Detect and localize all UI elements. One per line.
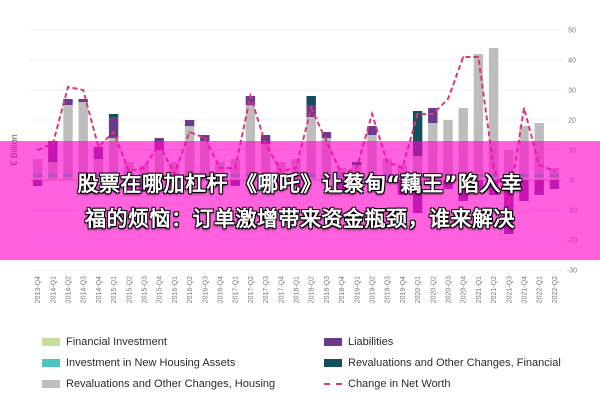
bar-liabilities — [108, 117, 119, 138]
net-worth-point — [82, 89, 85, 91]
x-tick-label: 2018-Q4 — [339, 276, 346, 303]
legend-revaluations-financial: Revaluations and Other Changes, Financia… — [324, 357, 561, 369]
net-worth-point — [310, 107, 313, 109]
net-worth-point — [203, 137, 206, 139]
bar-liabilities — [78, 99, 88, 102]
legend-revaluations-housing: Revaluations and Other Changes, Housing — [42, 378, 275, 390]
legend-swatch — [42, 338, 60, 346]
x-tick-label: 2021-Q3 — [506, 276, 513, 303]
x-tick-labels: 2013-Q4 2014-Q1 2014-Q2 2014-Q3 2014-Q4 2015-… — [35, 276, 559, 303]
x-tick-label: 2018-Q1 — [294, 276, 301, 303]
x-tick-label: 2016-Q2 — [187, 276, 194, 303]
x-tick-label: 2017-Q1 — [233, 276, 240, 303]
x-tick-label: 2022-Q1 — [537, 276, 544, 303]
x-tick-label: 2015-Q3 — [142, 276, 149, 303]
net-worth-point — [523, 107, 525, 109]
x-tick-label: 2014-Q4 — [96, 276, 103, 303]
x-tick-label: 2018-Q2 — [309, 276, 316, 303]
net-worth-point — [112, 131, 115, 133]
x-tick-label: 2022-Q2 — [552, 276, 559, 303]
bar-liabilities — [63, 99, 73, 105]
x-tick-label: 2016-Q3 — [202, 276, 209, 303]
x-tick-label: 2015-Q4 — [157, 276, 164, 303]
legend-swatch — [324, 383, 342, 385]
legend-swatch — [324, 338, 342, 346]
x-tick-label: 2021-Q1 — [476, 276, 483, 303]
x-tick-label: 2019-Q1 — [354, 276, 361, 303]
x-tick-label: 2016-Q1 — [172, 276, 179, 303]
x-tick-label: 2016-Q4 — [218, 276, 225, 303]
net-worth-point — [416, 113, 419, 115]
bar-liabilities — [367, 126, 377, 135]
bar-liabilities — [321, 132, 332, 138]
net-worth-point — [431, 113, 434, 115]
net-worth-point — [249, 95, 252, 97]
net-worth-point — [371, 113, 373, 115]
y-tick-label: 50 — [568, 28, 576, 35]
bar-liabilities — [245, 96, 256, 105]
legend-label: Change in Net Worth — [348, 378, 451, 390]
bar-revaluations-and-other-changes-financial — [108, 114, 119, 117]
legend-change-net-worth: Change in Net Worth — [324, 378, 451, 390]
x-tick-label: 2017-Q3 — [263, 276, 270, 303]
x-tick-label: 2014-Q1 — [50, 276, 57, 303]
x-tick-label: 2014-Q3 — [81, 276, 88, 303]
x-tick-label: 2019-Q3 — [385, 276, 392, 303]
bar-liabilities — [260, 135, 271, 144]
legend-investment-new-housing: Investment in New Housing Assets — [42, 357, 235, 369]
net-worth-point — [67, 86, 69, 88]
y-tick-label: 20 — [568, 118, 576, 125]
legend: Financial Investment Liabilities Investm… — [0, 330, 600, 400]
banner-headline-line-2: 福的烦恼：订单激增带来资金瓶颈，谁来解决 — [85, 207, 515, 231]
legend-label: Revaluations and Other Changes, Financia… — [348, 357, 561, 369]
bar-revaluations-and-other-changes-housing — [78, 102, 88, 174]
overlay-banner[interactable]: 股票在哪加杠杆 《哪吒》让蔡甸“藕王”陷入幸 福的烦恼：订单激增带来资金瓶颈，谁… — [0, 141, 600, 260]
bar-revaluations-and-other-changes-financial — [412, 111, 423, 156]
bar-liabilities — [184, 120, 195, 126]
y-tick-label: 40 — [568, 58, 576, 65]
legend-financial-investment: Financial Investment — [42, 336, 167, 348]
x-tick-label: 2021-Q4 — [522, 276, 529, 303]
x-tick-label: 2021-Q2 — [491, 276, 498, 303]
banner-headline-line-1: 股票在哪加杠杆 《哪吒》让蔡甸“藕王”陷入幸 — [77, 172, 523, 196]
x-tick-label: 2014-Q2 — [66, 276, 73, 303]
x-tick-label: 2015-Q1 — [111, 276, 118, 303]
legend-swatch — [324, 359, 342, 367]
x-tick-label: 2020-Q1 — [415, 276, 422, 303]
y-tick-label: -30 — [567, 268, 577, 275]
x-tick-label: 2015-Q2 — [126, 276, 133, 303]
x-tick-label: 2019-Q4 — [400, 276, 407, 303]
net-worth-point — [477, 56, 480, 58]
x-tick-label: 2020-Q4 — [461, 276, 468, 303]
legend-label: Investment in New Housing Assets — [66, 357, 236, 369]
legend-swatch — [42, 359, 60, 367]
legend-label: Revaluations and Other Changes, Housing — [66, 378, 276, 390]
y-tick-label: 30 — [568, 88, 576, 95]
net-worth-point — [462, 56, 465, 58]
x-tick-label: 2017-Q4 — [278, 276, 285, 303]
x-tick-label: 2013-Q4 — [35, 276, 42, 303]
legend-liabilities: Liabilities — [324, 336, 393, 348]
legend-label: Liabilities — [348, 336, 394, 348]
bar-revaluations-and-other-changes-housing — [245, 105, 256, 174]
bar-revaluations-and-other-changes-housing — [473, 54, 484, 174]
bar-revaluations-and-other-changes-financial — [306, 96, 316, 105]
net-worth-point — [188, 131, 191, 133]
bar-revaluations-and-other-changes-housing — [63, 105, 73, 174]
bar-liabilities — [306, 105, 316, 117]
x-tick-label: 2020-Q2 — [430, 276, 437, 303]
net-worth-point — [447, 98, 449, 100]
x-tick-label: 2018-Q3 — [324, 276, 331, 303]
bar-revaluations-and-other-changes-housing — [488, 48, 499, 174]
x-tick-label: 2017-Q2 — [248, 276, 255, 303]
x-tick-label: 2019-Q2 — [370, 276, 377, 303]
bar-liabilities — [428, 108, 438, 123]
legend-label: Financial Investment — [66, 336, 167, 348]
x-tick-label: 2020-Q3 — [446, 276, 453, 303]
legend-swatch — [42, 380, 60, 388]
